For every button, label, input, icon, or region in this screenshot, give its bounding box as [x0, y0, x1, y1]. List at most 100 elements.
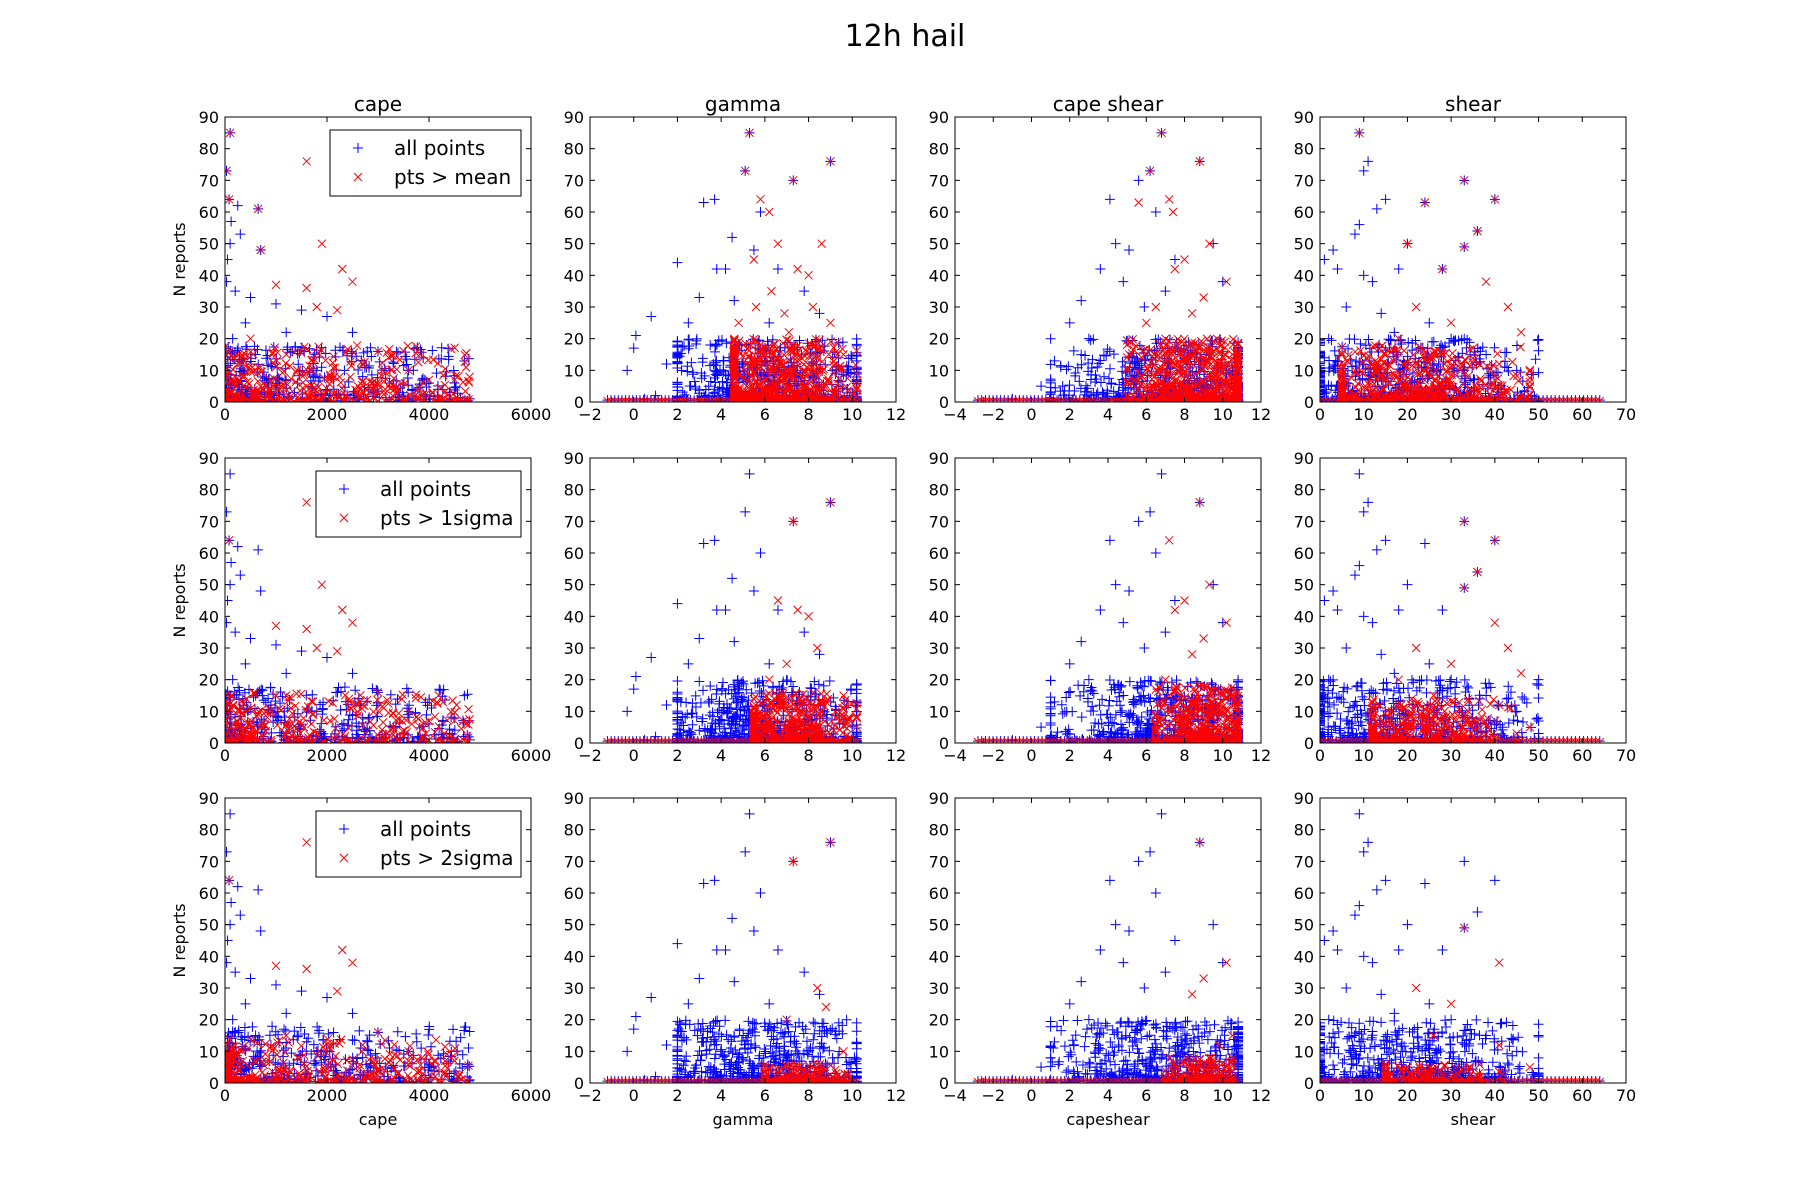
highlight-marker: [246, 367, 256, 377]
highlight-marker: [439, 370, 448, 380]
highlight-marker: [1426, 386, 1436, 396]
all-points-marker: [1320, 385, 1325, 396]
highlight-marker: [1485, 389, 1495, 399]
highlight-marker: [244, 379, 254, 389]
highlight-marker: [1383, 359, 1393, 369]
highlight-marker: [756, 343, 766, 353]
highlight-marker: [1412, 396, 1422, 402]
highlight-marker: [1094, 396, 1103, 402]
highlight-marker: [1337, 348, 1347, 358]
highlight-marker: [817, 239, 827, 249]
all-points-marker: [1069, 386, 1080, 397]
highlight-marker: [1337, 387, 1347, 397]
highlight-marker: [365, 377, 375, 387]
highlight-marker: [275, 393, 285, 402]
highlight-marker: [1230, 374, 1240, 384]
highlight-marker: [729, 361, 739, 371]
highlight-marker: [1007, 396, 1017, 402]
highlight-marker: [678, 396, 688, 402]
all-points-marker: [266, 361, 277, 372]
highlight-marker: [388, 351, 398, 360]
all-points-marker: [1501, 347, 1512, 358]
highlight-marker: [1445, 380, 1455, 389]
y-tick-label: 80: [564, 140, 584, 159]
highlight-marker: [808, 382, 818, 392]
highlight-marker: [852, 368, 862, 378]
highlight-marker: [281, 396, 290, 402]
highlight-marker: [1214, 396, 1224, 402]
highlight-marker: [820, 380, 830, 389]
all-points-marker: [710, 341, 721, 352]
all-points-marker: [802, 338, 813, 349]
all-points-marker: [1320, 357, 1325, 368]
highlight-marker: [1415, 362, 1424, 371]
highlight-marker: [1502, 387, 1511, 397]
highlight-marker: [671, 396, 681, 402]
highlight-marker: [1182, 356, 1191, 366]
all-points-marker: [1532, 335, 1543, 346]
highlight-marker: [1202, 334, 1212, 344]
all-points-marker: [1088, 334, 1099, 345]
all-points-marker: [1320, 337, 1325, 348]
highlight-marker: [1205, 360, 1215, 370]
highlight-marker: [256, 245, 266, 255]
all-points-marker: [240, 341, 251, 352]
highlight-marker: [238, 372, 247, 381]
all-points-marker: [687, 367, 698, 378]
highlight-marker: [795, 380, 805, 390]
highlight-marker: [1356, 346, 1365, 356]
highlight-marker: [440, 380, 450, 390]
all-points-marker: [1320, 382, 1325, 393]
all-points-marker: [1385, 334, 1396, 345]
highlight-marker: [1180, 356, 1189, 365]
highlight-marker: [1150, 396, 1160, 402]
highlight-marker: [1388, 356, 1398, 365]
x-tick-label: 2: [672, 405, 682, 424]
x-tick-label: 0: [220, 405, 230, 424]
highlight-marker: [1101, 396, 1111, 402]
x-tick-label: 20: [1397, 405, 1417, 424]
highlight-marker: [729, 362, 739, 372]
highlight-marker: [270, 343, 280, 352]
highlight-marker: [225, 391, 231, 401]
all-points-marker: [372, 372, 383, 383]
highlight-marker: [1141, 318, 1151, 328]
highlight-marker: [1198, 376, 1208, 385]
highlight-marker: [758, 348, 768, 358]
axes-frame: [224, 116, 532, 403]
all-points-marker: [1499, 362, 1510, 373]
highlight-marker: [1215, 370, 1225, 380]
all-points-marker: [1519, 386, 1530, 397]
all-points-marker: [1150, 334, 1161, 345]
highlight-marker: [1429, 375, 1439, 385]
all-points-marker: [1326, 335, 1337, 346]
legend-entry: pts > mean: [394, 165, 511, 189]
highlight-marker: [1184, 396, 1194, 402]
highlight-marker: [1408, 350, 1418, 360]
highlight-marker: [1223, 358, 1233, 368]
all-points-marker: [772, 264, 783, 274]
highlight-marker: [838, 344, 847, 354]
highlight-marker: [323, 396, 333, 402]
all-points-marker: [628, 343, 639, 354]
highlight-marker: [798, 396, 807, 402]
all-points-marker: [1358, 165, 1369, 176]
highlight-marker: [1163, 368, 1173, 378]
all-points-marker: [694, 385, 705, 396]
highlight-marker: [1130, 382, 1140, 392]
highlight-marker: [787, 347, 797, 357]
highlight-marker: [1233, 382, 1243, 392]
highlight-marker: [225, 385, 231, 394]
highlight-marker: [1187, 308, 1197, 318]
highlight-marker: [306, 365, 316, 375]
highlight-marker: [621, 396, 630, 402]
highlight-marker: [1357, 367, 1367, 377]
all-points-marker: [249, 341, 260, 352]
highlight-marker: [1037, 396, 1047, 402]
highlight-marker: [1151, 302, 1161, 312]
highlight-marker: [400, 378, 410, 388]
highlight-marker: [229, 392, 239, 402]
highlight-marker: [852, 384, 862, 393]
highlight-marker: [361, 392, 371, 402]
highlight-marker: [1462, 389, 1472, 398]
